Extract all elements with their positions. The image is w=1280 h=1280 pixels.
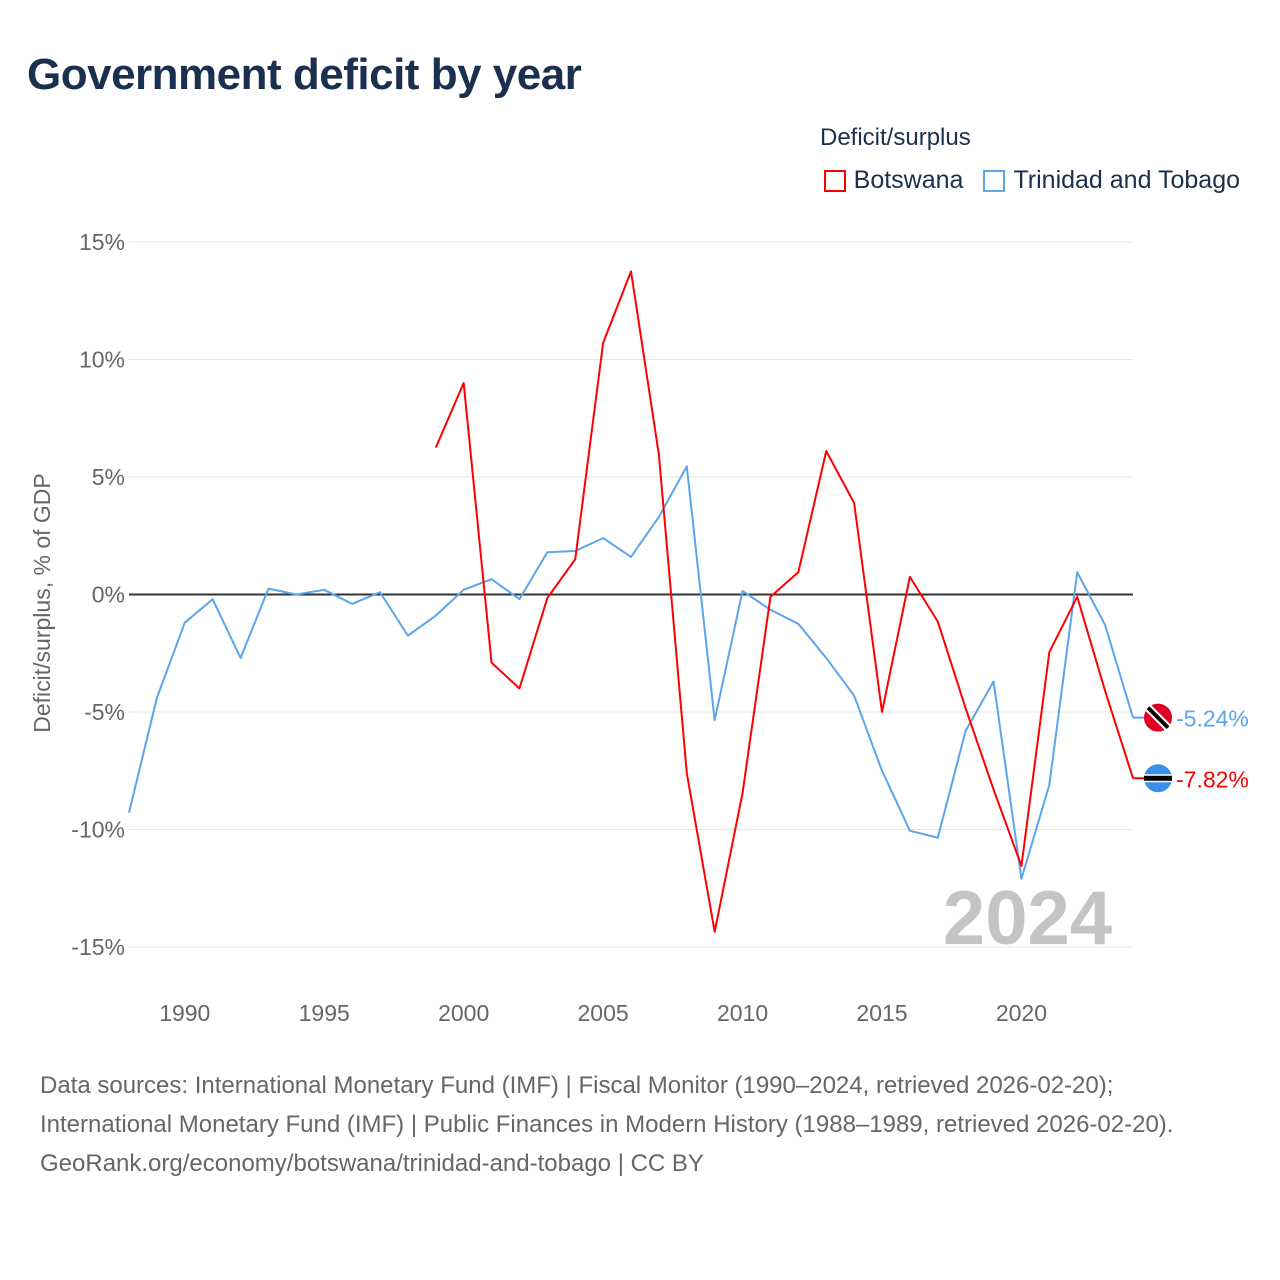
- y-tick-label: 0%: [92, 582, 125, 608]
- y-tick-label: 10%: [79, 347, 125, 373]
- x-tick-label: 1995: [299, 1000, 350, 1026]
- trinidad-flag-icon: [1144, 703, 1172, 732]
- credit-link[interactable]: GeoRank.org/economy/botswana/trinidad-an…: [40, 1150, 704, 1177]
- legend: Botswana Trinidad and Tobago: [823, 166, 1240, 195]
- end-value-label: -7.82%: [1176, 766, 1249, 792]
- chart-title: Government deficit by year: [27, 50, 582, 99]
- series-line-botswana: [434, 270, 1134, 933]
- year-watermark: 2024: [943, 876, 1112, 961]
- x-tick-label: 2010: [717, 1000, 768, 1026]
- legend-swatch-trinidad: [983, 169, 1006, 192]
- x-tick-label: 1990: [159, 1000, 210, 1026]
- data-sources: Data sources: International Monetary Fun…: [40, 1072, 1174, 1138]
- y-tick-label: 15%: [79, 229, 125, 255]
- legend-swatch-botswana: [823, 169, 846, 192]
- y-tick-label: -5%: [84, 699, 125, 725]
- y-tick-label: -15%: [71, 934, 125, 960]
- x-tick-label: 2020: [996, 1000, 1047, 1026]
- x-tick-label: 2015: [856, 1000, 907, 1026]
- legend-label: Trinidad and Tobago: [1013, 166, 1240, 194]
- y-tick-label: -10%: [71, 817, 125, 843]
- y-tick-label: 5%: [92, 464, 125, 490]
- x-tick-label: 2005: [578, 1000, 629, 1026]
- end-value-label: -5.24%: [1176, 706, 1249, 732]
- legend-item-botswana[interactable]: Botswana: [823, 166, 964, 195]
- legend-item-trinidad[interactable]: Trinidad and Tobago: [983, 166, 1240, 195]
- chart-plot: 2024 Deficit/surplus, % of GDP 15% 10% 5% 0…: [29, 229, 1249, 1026]
- legend-title: Deficit/surplus: [820, 124, 971, 151]
- x-tick-label: 2000: [438, 1000, 489, 1026]
- y-axis-label: Deficit/surplus, % of GDP: [29, 473, 55, 732]
- botswana-flag-icon: [1144, 764, 1172, 793]
- footer: Data sources: International Monetary Fun…: [40, 1066, 1240, 1183]
- legend-label: Botswana: [853, 166, 964, 194]
- series-line-trinidad-and-tobago: [128, 465, 1134, 880]
